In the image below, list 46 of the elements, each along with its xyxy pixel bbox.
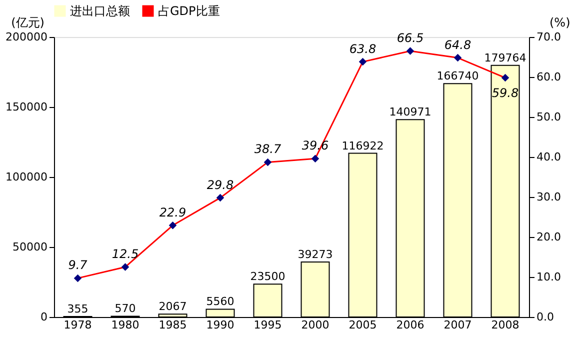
y-tick-label: 100000	[6, 170, 48, 184]
data-label: 9.7	[68, 258, 88, 272]
data-label: 23500	[250, 270, 286, 284]
y2-tick-label: 60.0	[536, 70, 561, 84]
x-tick-label: 1980	[111, 318, 140, 332]
data-label: 116922	[342, 139, 384, 152]
x-tick-label: 1978	[64, 318, 92, 332]
y-tick-label: 0	[40, 310, 48, 324]
data-label: 64.8	[444, 38, 472, 52]
data-label: 22.9	[159, 205, 186, 220]
y2-tick-label: 30.0	[536, 190, 561, 204]
data-label: 38.7	[254, 142, 282, 156]
y-tick-label: 50000	[12, 240, 48, 254]
data-label: 140971	[389, 106, 432, 119]
x-tick-label: 2000	[301, 318, 330, 332]
data-label: 39273	[298, 248, 333, 262]
data-label: 570	[114, 302, 136, 316]
data-label: 179764	[484, 51, 526, 64]
x-tick-label: 2005	[348, 318, 377, 332]
x-tick-label: 2006	[396, 318, 424, 332]
data-label: 5560	[206, 295, 234, 308]
legend-label: 占GDP比重	[158, 4, 220, 18]
data-label: 355	[67, 302, 88, 316]
y-tick-label: 150000	[6, 100, 48, 114]
y2-tick-label: 20.0	[536, 230, 561, 244]
y2-tick-label: 50.0	[536, 110, 561, 124]
x-tick-label: 1995	[254, 318, 282, 332]
data-label: 66.5	[396, 31, 424, 45]
data-label: 2067	[158, 300, 187, 314]
data-label: 29.8	[206, 178, 234, 192]
x-tick-label: 1985	[158, 318, 187, 332]
y-axis-title: (亿元)	[11, 16, 44, 30]
y2-axis-title: (%)	[550, 16, 570, 30]
y2-tick-label: 10.0	[536, 270, 561, 284]
data-label: 63.8	[349, 42, 376, 56]
x-tick-label: 2008	[491, 318, 520, 332]
data-label: 59.8	[492, 86, 519, 100]
legend-label: 进出口总额	[70, 4, 130, 18]
data-label: 166740	[436, 70, 479, 83]
x-tick-label: 1990	[206, 318, 234, 332]
y-tick-label: 200000	[6, 30, 48, 44]
x-tick-label: 2007	[444, 318, 472, 332]
y2-tick-label: 70.0	[536, 30, 561, 44]
y2-tick-label: 40.0	[536, 150, 561, 164]
y2-tick-label: 0.0	[536, 310, 554, 324]
data-label: 12.5	[112, 247, 139, 261]
